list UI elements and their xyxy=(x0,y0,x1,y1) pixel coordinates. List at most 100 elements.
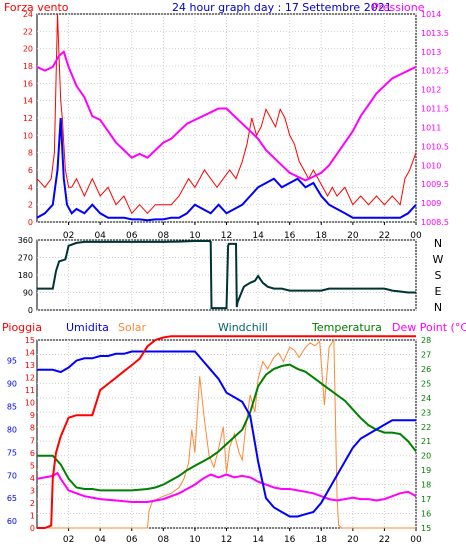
y-tick-label: 11 xyxy=(25,386,35,395)
x-tick-label: 22 xyxy=(379,231,390,241)
x-tick-label: 16 xyxy=(284,231,296,241)
y-tick-label: 20 xyxy=(421,452,431,461)
compass-label: N xyxy=(434,301,442,314)
y-tick-label: 65 xyxy=(7,494,17,503)
x-tick-label: 14 xyxy=(252,535,264,545)
x-tick-label: 18 xyxy=(316,231,328,241)
y-tick-label: 23 xyxy=(421,408,431,417)
y-tick-label: 90 xyxy=(23,289,33,298)
y-tick-label: 6 xyxy=(28,166,33,175)
compass-label: W xyxy=(433,253,444,266)
x-tick-label: 18 xyxy=(316,535,328,545)
y-tick-label: 360 xyxy=(18,236,33,245)
x-tick-label: 10 xyxy=(189,535,201,545)
legend-windchill: Windchill xyxy=(218,321,268,334)
wind-axis-title: Forza vento xyxy=(4,1,69,14)
y-tick-label: 4 xyxy=(30,474,35,483)
y-tick-label: 90 xyxy=(7,380,17,389)
y-tick-label: 180 xyxy=(18,271,33,280)
x-tick-label: 08 xyxy=(158,535,170,545)
series-line-humidity xyxy=(37,350,416,518)
y-tick-label: 1010 xyxy=(421,161,441,170)
wind-time-axis-ticks: 02 04 06 08 10 12 14 16 18 20 22 00 xyxy=(63,222,422,241)
y-tick-label: 5 xyxy=(30,461,35,470)
y-tick-label: 18 xyxy=(421,481,431,490)
legend-solar: Solar xyxy=(118,321,147,334)
y-tick-label: 1012.5 xyxy=(421,67,449,76)
y-tick-label: 7 xyxy=(30,436,35,445)
y-tick-label: 1011 xyxy=(421,123,441,132)
legend-temperature: Temperatura xyxy=(311,321,382,334)
series-line-rain xyxy=(37,335,416,529)
y-tick-label: 14 xyxy=(25,349,35,358)
direction-degree-ticks: 0 90 180 270 360 xyxy=(18,236,33,315)
y-tick-label: 15 xyxy=(421,524,431,533)
legend-rain: Pioggia xyxy=(2,321,42,334)
y-tick-label: 4 xyxy=(28,183,33,192)
y-tick-label: 75 xyxy=(7,448,17,457)
series-line-dew-point xyxy=(36,471,417,503)
y-tick-label: 22 xyxy=(421,423,431,432)
y-tick-label: 95 xyxy=(7,357,17,366)
y-tick-label: 0 xyxy=(28,306,33,315)
y-tick-label: 1012 xyxy=(421,86,441,95)
y-tick-label: 9 xyxy=(30,411,35,420)
series-line-temperature xyxy=(37,363,417,492)
x-tick-label: 20 xyxy=(347,231,359,241)
y-tick-label: 1 xyxy=(30,511,35,520)
y-tick-label: 1011.5 xyxy=(421,105,449,114)
x-tick-label: 02 xyxy=(63,231,74,241)
humidity-time-axis-ticks: 02 04 06 08 10 12 14 16 18 20 22 00 xyxy=(63,528,422,545)
y-tick-label: 8 xyxy=(30,424,35,433)
y-tick-label: 22 xyxy=(23,27,33,36)
y-tick-label: 6 xyxy=(30,449,35,458)
y-tick-label: 0 xyxy=(30,524,35,533)
y-tick-label: 0 xyxy=(28,218,33,227)
x-tick-label: 00 xyxy=(410,535,422,545)
series-line-wind-average xyxy=(36,117,417,222)
y-tick-label: 27 xyxy=(421,350,431,359)
x-tick-label: 14 xyxy=(252,231,264,241)
x-tick-label: 20 xyxy=(347,535,359,545)
y-tick-label: 25 xyxy=(421,379,431,388)
x-tick-label: 08 xyxy=(158,231,170,241)
series-line-solar xyxy=(37,338,416,529)
y-tick-label: 1013.5 xyxy=(421,29,449,38)
x-tick-label: 04 xyxy=(94,535,106,545)
y-tick-label: 19 xyxy=(421,466,431,475)
y-tick-label: 21 xyxy=(421,437,431,446)
pressure-axis-ticks: 1008.5 1009 1009.5 1010 1010.5 1011 1011.5 1012… xyxy=(421,10,449,227)
x-tick-label: 04 xyxy=(94,231,106,241)
x-tick-label: 10 xyxy=(189,231,201,241)
y-tick-label: 12 xyxy=(23,114,33,123)
legend-dew-point: Dew Point (°C) xyxy=(392,321,466,334)
legend-humidity: Umidita xyxy=(66,321,109,334)
y-tick-label: 8 xyxy=(28,149,33,158)
chart-title: 24 hour graph day : 17 Settembre 2021 xyxy=(172,1,392,14)
y-tick-label: 2 xyxy=(30,499,35,508)
temperature-axis-ticks: 15 16 17 18 19 20 21 22 23 24 25 26 27 28 xyxy=(421,336,431,533)
y-tick-label: 20 xyxy=(23,45,33,54)
y-tick-label: 2 xyxy=(28,201,33,210)
x-tick-label: 06 xyxy=(126,535,138,545)
series-line-wind-speed xyxy=(36,13,417,215)
y-tick-label: 15 xyxy=(25,336,35,345)
y-tick-label: 1013 xyxy=(421,48,441,57)
series-line-pressure xyxy=(36,50,417,182)
x-tick-label: 00 xyxy=(410,231,422,241)
y-tick-label: 1009.5 xyxy=(421,180,449,189)
y-tick-label: 60 xyxy=(7,517,17,526)
y-tick-label: 16 xyxy=(23,79,33,88)
y-tick-label: 24 xyxy=(421,394,431,403)
y-tick-label: 3 xyxy=(30,486,35,495)
y-tick-label: 10 xyxy=(23,131,33,140)
y-tick-label: 270 xyxy=(18,254,33,263)
y-tick-label: 13 xyxy=(25,361,35,370)
y-tick-label: 17 xyxy=(421,495,431,504)
compass-label: E xyxy=(435,285,442,298)
y-tick-label: 1014 xyxy=(421,10,441,19)
x-tick-label: 06 xyxy=(126,231,138,241)
